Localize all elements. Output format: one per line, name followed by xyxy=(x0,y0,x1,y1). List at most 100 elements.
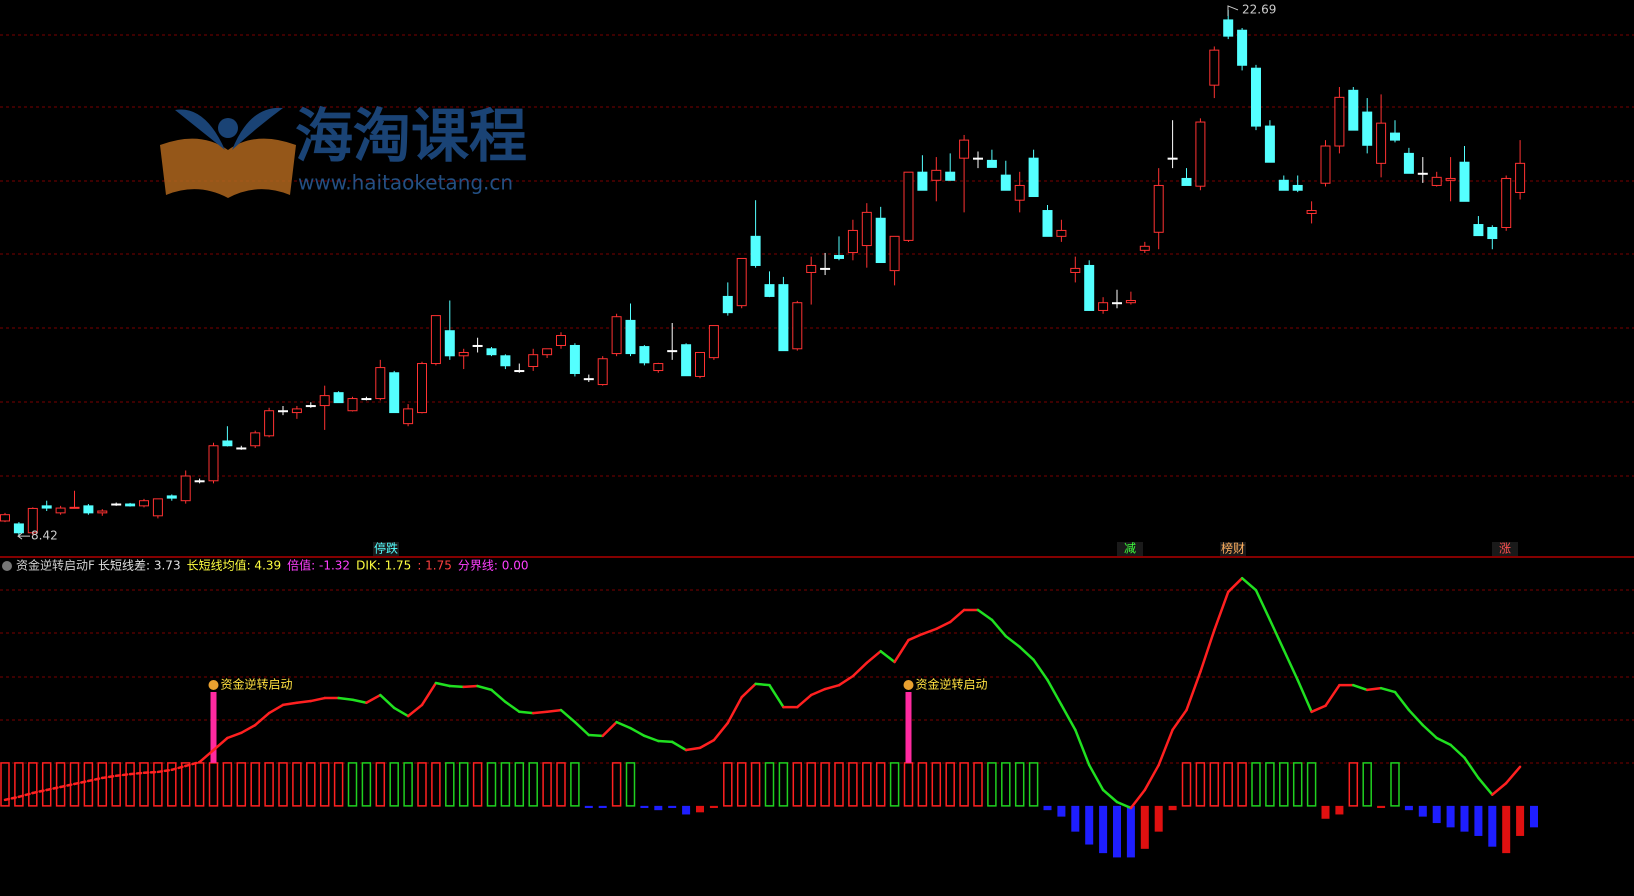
candle-body xyxy=(1014,184,1025,201)
candle-body xyxy=(681,344,692,377)
indicator-line-segment xyxy=(851,661,869,678)
indicator-line-segment xyxy=(462,684,479,689)
indicator-line-segment xyxy=(101,774,118,780)
indicator-bar xyxy=(945,762,955,807)
candle-body xyxy=(0,514,10,522)
candle-body xyxy=(208,445,219,482)
indicator-bar xyxy=(1237,762,1247,807)
indicator-bar xyxy=(41,762,52,807)
candle-body xyxy=(611,316,622,355)
candle-body xyxy=(97,510,108,514)
readout: : 1.75 xyxy=(417,559,452,573)
indicator-bar xyxy=(333,762,344,807)
candle-body xyxy=(403,408,414,425)
tag-box xyxy=(373,542,399,556)
low-pointer xyxy=(17,532,30,540)
candle-body xyxy=(111,503,122,506)
indicator-line-segment xyxy=(1101,788,1119,804)
indicator-line-segment xyxy=(1213,590,1230,632)
indicator-line-segment xyxy=(1365,686,1383,692)
indicator-bar xyxy=(514,762,525,807)
indicator-line-segment xyxy=(1393,690,1411,712)
indicator-line-segment xyxy=(156,768,174,774)
indicator-bar xyxy=(319,762,330,807)
indicator-bar xyxy=(1418,805,1427,817)
indicator-line-segment xyxy=(907,632,924,642)
signal-bar xyxy=(905,692,912,763)
candle-body xyxy=(973,157,983,160)
indicator-bar xyxy=(1057,805,1066,817)
indicator-line-segment xyxy=(837,674,855,687)
candle-body xyxy=(792,302,803,350)
candle-body xyxy=(125,503,136,507)
indicator-line-segment xyxy=(1282,648,1299,682)
indicator-bar xyxy=(973,762,983,807)
candle-body xyxy=(1278,179,1289,191)
indicator-line-segment xyxy=(545,708,563,714)
candle-body xyxy=(778,284,789,352)
indicator-panel: 资金逆转启动 资金逆转启动 xyxy=(0,576,1538,858)
indicator-line-segment xyxy=(948,608,966,624)
indicator-bar xyxy=(750,762,761,807)
indicator-line-segment xyxy=(1129,788,1147,810)
indicator-bar xyxy=(292,762,302,807)
candle-body xyxy=(333,392,344,404)
indicator-line-segment xyxy=(531,710,549,715)
indicator-line-segment xyxy=(921,627,938,636)
candle-body xyxy=(945,171,956,181)
indicator-bar xyxy=(1099,805,1108,854)
indicator-bar xyxy=(1516,805,1525,836)
candle-body xyxy=(389,372,400,414)
indicator-line-segment xyxy=(281,701,299,707)
indicator-line-segment xyxy=(1491,781,1508,796)
candle-body xyxy=(820,267,831,270)
candle-body xyxy=(13,523,24,534)
indicator-bar xyxy=(167,762,177,807)
candle-body xyxy=(166,495,177,499)
high-pointer xyxy=(1227,5,1239,16)
indicator-bar xyxy=(500,762,511,807)
indicator-line-segment xyxy=(476,684,493,692)
indicator-bar xyxy=(709,805,718,809)
candle-body xyxy=(152,498,163,517)
indicator-bar xyxy=(486,762,497,807)
candle-body xyxy=(458,351,469,357)
indicator-line-segment xyxy=(823,683,841,691)
indicator-bar xyxy=(1043,805,1052,811)
indicator-line-segment xyxy=(490,688,507,704)
indicator-line-segment xyxy=(337,696,354,702)
candle-body xyxy=(1348,89,1359,131)
indicator-bar xyxy=(1181,762,1192,807)
indicator-bar xyxy=(1460,805,1469,832)
indicator-bar xyxy=(764,762,775,807)
candle-body xyxy=(1390,132,1400,141)
tag-box xyxy=(1220,542,1246,556)
candle-body xyxy=(569,344,580,374)
candle-body xyxy=(1209,49,1220,86)
indicator-line-segment xyxy=(893,638,910,664)
indicator-bar xyxy=(222,762,233,807)
candle-body xyxy=(1237,29,1248,66)
collapse-icon[interactable] xyxy=(2,561,12,571)
candle-body xyxy=(1459,161,1470,202)
indicator-bar xyxy=(236,762,247,807)
candle-body xyxy=(708,325,719,359)
indicator-line-segment xyxy=(184,760,201,768)
signal-icon xyxy=(208,680,219,690)
indicator-line-segment xyxy=(1352,683,1369,692)
indicator-line-segment xyxy=(976,608,994,622)
indicator-line-segment xyxy=(726,695,743,725)
indicator-bar xyxy=(1014,762,1025,807)
indicator-line-segment xyxy=(1018,645,1035,662)
indicator-line-segment xyxy=(240,723,257,735)
indicator-line-segment xyxy=(1463,756,1480,780)
indicator-line-segment xyxy=(379,693,396,710)
candle-body xyxy=(55,507,66,514)
indicator-bar xyxy=(1446,805,1455,828)
indicator-line-segment xyxy=(865,649,882,665)
indicator-line-segment xyxy=(1407,708,1425,727)
watermark-url: www.haitaoketang.cn xyxy=(298,171,513,195)
indicator-bar xyxy=(153,762,163,807)
indicator-line-segment xyxy=(1268,618,1286,652)
